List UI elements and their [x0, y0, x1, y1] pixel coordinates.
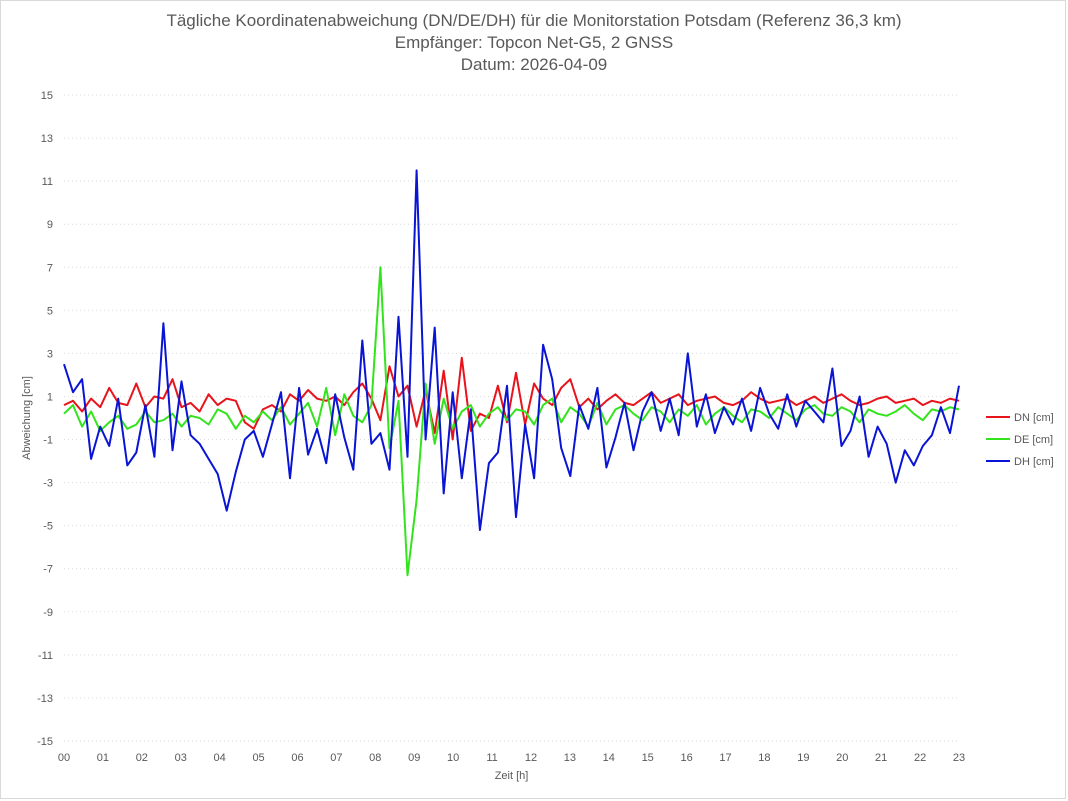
x-tick-label: 21	[875, 752, 887, 764]
y-tick-labels: 15 13 11 9 7 5 3 1 -1 -3 -5 -7 -9 -11 -13 -15	[37, 90, 53, 748]
x-tick-label: 11	[486, 752, 497, 764]
x-tick-label: 17	[719, 752, 731, 764]
y-tick-label: 1	[47, 391, 53, 403]
x-tick-label: 04	[214, 752, 226, 764]
x-tick-label: 09	[408, 752, 420, 764]
x-tick-labels: 00 01 02 03 04 05 06 07 08 09 10 11 12 13 14 15 16 17 18 19…	[58, 752, 965, 764]
x-tick-label: 23	[953, 752, 965, 764]
x-tick-label: 06	[291, 752, 303, 764]
x-tick-label: 22	[914, 752, 926, 764]
y-tick-label: -15	[37, 736, 53, 748]
x-tick-label: 12	[525, 752, 537, 764]
y-tick-label: -7	[43, 564, 53, 576]
y-tick-label: -1	[43, 435, 53, 447]
x-tick-label: 18	[758, 752, 770, 764]
x-tick-label: 07	[330, 752, 342, 764]
y-tick-label: -9	[43, 607, 53, 619]
y-tick-label: 13	[41, 133, 53, 145]
y-tick-label: -3	[43, 478, 53, 490]
x-tick-label: 10	[447, 752, 459, 764]
y-tick-label: 7	[47, 262, 53, 274]
x-tick-label: 01	[97, 752, 109, 764]
y-tick-label: -13	[37, 693, 53, 705]
chart-subtitle: Empfänger: Topcon Net-G5, 2 GNSS	[394, 33, 674, 52]
x-tick-label: 00	[58, 752, 70, 764]
y-tick-label: 11	[42, 176, 53, 188]
y-tick-label: -11	[38, 650, 53, 662]
y-tick-label: 3	[47, 348, 53, 360]
legend: DN [cm] DE [cm] DH [cm]	[986, 412, 1054, 468]
legend-label: DN [cm]	[1014, 412, 1054, 424]
legend-label: DH [cm]	[1014, 456, 1054, 468]
x-tick-label: 20	[836, 752, 848, 764]
x-tick-label: 08	[369, 752, 381, 764]
x-tick-label: 14	[603, 752, 615, 764]
series-line-dh	[63, 169, 960, 531]
y-tick-label: 5	[47, 305, 53, 317]
chart-title: Tägliche Koordinatenabweichung (DN/DE/DH…	[166, 11, 902, 30]
legend-label: DE [cm]	[1014, 434, 1053, 446]
x-axis-title: Zeit [h]	[495, 770, 529, 782]
series-line-dn	[63, 356, 960, 441]
chart-title-block: Tägliche Koordinatenabweichung (DN/DE/DH…	[0, 10, 1068, 76]
y-axis-title: Abweichung [cm]	[21, 376, 33, 460]
y-tick-label: 9	[47, 219, 53, 231]
y-tick-label: 15	[41, 90, 53, 102]
x-tick-label: 03	[175, 752, 187, 764]
x-tick-label: 13	[564, 752, 576, 764]
chart-date: Datum: 2026-04-09	[460, 55, 608, 74]
y-tick-label: -5	[43, 521, 53, 533]
x-tick-label: 02	[136, 752, 148, 764]
x-tick-label: 05	[252, 752, 264, 764]
x-tick-label: 19	[797, 752, 809, 764]
x-tick-label: 15	[642, 752, 654, 764]
series-line-de	[63, 266, 960, 577]
x-tick-label: 16	[680, 752, 692, 764]
series-lines	[63, 169, 960, 577]
